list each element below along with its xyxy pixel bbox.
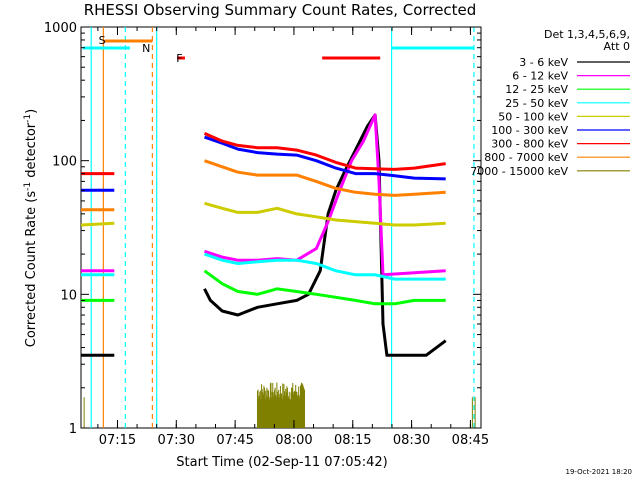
x-tick-label: 08:00 [275,433,312,448]
series-line [81,113,447,357]
legend-entry-label: 50 - 100 keV [498,110,568,123]
x-tick-label: 07:30 [158,433,195,448]
series-line [81,159,446,212]
y-tick-label: 10 [60,288,77,303]
series-layer [80,113,447,357]
y-tick-label: 1000 [44,21,77,36]
legend-header-line1: Det 1,3,4,5,6,9, [544,28,630,41]
legend-entry-label: 6 - 12 keV [512,70,568,83]
series-line [81,113,446,277]
series-line [80,201,446,227]
x-tick-label: 07:15 [99,433,136,448]
x-axis: 07:15 07:30 07:45 08:00 08:15 08:30 08:45 [97,27,489,448]
reference-lines [90,27,475,428]
legend-entry-label: 12 - 25 keV [505,83,568,96]
y-tick-label: 100 [52,155,77,170]
y-tick-label: 1 [69,422,77,437]
legend-entry-label: 7000 - 15000 keV [470,165,568,178]
flag-label: F [176,52,182,65]
legend-entry-label: 800 - 7000 keV [484,151,568,164]
y-axis: 1 10 100 1000 [44,21,481,437]
plot-frame [80,26,482,429]
series-line [81,269,446,306]
y-axis-label: Corrected Count Rate (s-1 detector-1) [23,109,39,347]
legend-entry-label: 300 - 800 keV [491,138,568,151]
chart-title: RHESSI Observing Summary Count Rates, Co… [84,1,477,19]
x-tick-label: 08:45 [452,433,489,448]
x-axis-label: Start Time (02-Sep-11 07:05:42) [176,455,387,470]
legend-entry-label: 25 - 50 keV [505,97,568,110]
series-line [81,132,446,176]
x-tick-label: 07:45 [216,433,253,448]
series-line [81,135,446,192]
x-tick-label: 08:15 [334,433,371,448]
status-flags: S N F [82,34,474,65]
legend-entry-label: 100 - 300 keV [491,124,568,137]
background-spikes [83,382,476,428]
flag-label: S [99,34,106,47]
flag-label: N [142,42,150,55]
x-tick-label: 08:30 [393,433,430,448]
legend-header-line2: Att 0 [604,40,630,53]
footer-timestamp: 19-Oct-2021 18:20 [566,468,632,476]
series-line [81,252,446,281]
legend-entry-label: 3 - 6 keV [519,56,568,69]
